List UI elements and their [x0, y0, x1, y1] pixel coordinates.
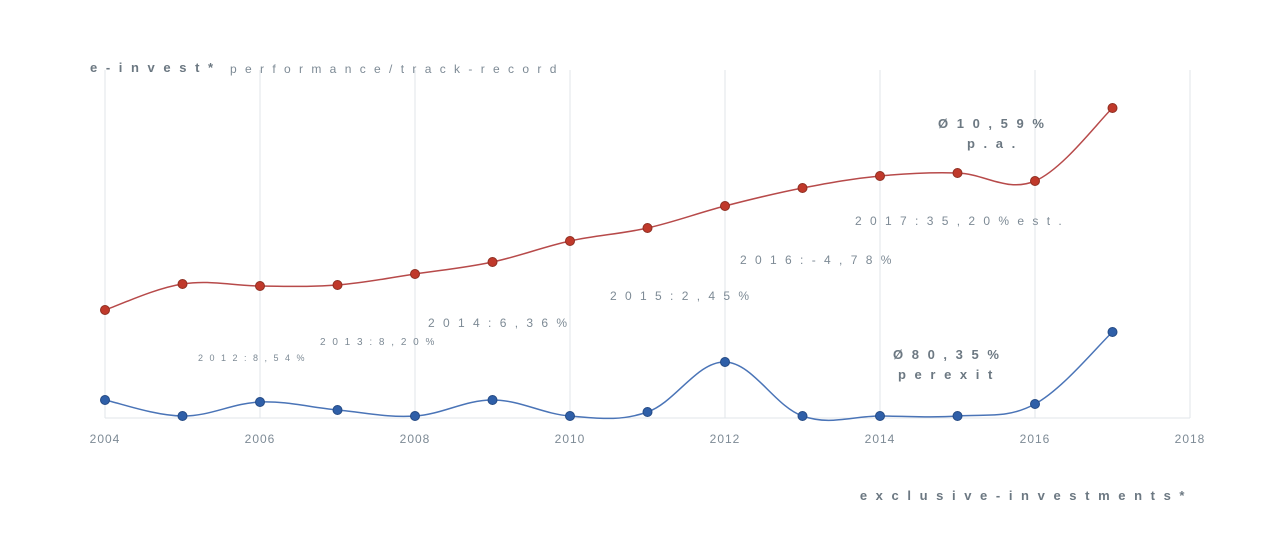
avg-exit-line2: p e r e x i t — [898, 367, 995, 382]
footer-title: e x c l u s i v e - i n v e s t m e n t … — [860, 488, 1187, 503]
series-point — [566, 412, 575, 421]
series-point — [721, 202, 730, 211]
series-point — [411, 412, 420, 421]
series-point — [488, 258, 497, 267]
series-point — [798, 184, 807, 193]
series-point — [333, 406, 342, 415]
series-point — [256, 282, 265, 291]
series-point — [333, 281, 342, 290]
series-point — [643, 224, 652, 233]
series-point — [1108, 104, 1117, 113]
series-point — [953, 169, 962, 178]
series-point — [1031, 177, 1040, 186]
series-point — [256, 398, 265, 407]
annot-2013: 2 0 1 3 : 8 , 2 0 % — [320, 337, 436, 348]
series-point — [721, 358, 730, 367]
annot-2016: 2 0 1 6 : - 4 , 7 8 % — [740, 253, 894, 267]
series-point — [876, 412, 885, 421]
avg-pa-line2: p . a . — [967, 136, 1018, 151]
series-point — [178, 280, 187, 289]
series-point — [411, 270, 420, 279]
series-point — [1031, 400, 1040, 409]
series-point — [1108, 328, 1117, 337]
series-point — [178, 412, 187, 421]
series-point — [566, 237, 575, 246]
series-point — [953, 412, 962, 421]
annot-2012: 2 0 1 2 : 8 , 5 4 % — [198, 353, 307, 363]
chart-subtitle: p e r f o r m a n c e / t r a c k - r e … — [230, 62, 559, 76]
x-tick-label: 2014 — [865, 432, 896, 446]
avg-exit-line1: Ø 8 0 , 3 5 % — [893, 347, 1001, 362]
annot-2017: 2 0 1 7 : 3 5 , 2 0 % e s t . — [855, 214, 1064, 228]
x-tick-label: 2004 — [90, 432, 121, 446]
x-tick-label: 2012 — [710, 432, 741, 446]
series-point — [101, 306, 110, 315]
series-point — [643, 408, 652, 417]
chart-svg — [0, 0, 1267, 537]
x-tick-label: 2018 — [1175, 432, 1206, 446]
x-tick-label: 2008 — [400, 432, 431, 446]
annot-2015: 2 0 1 5 : 2 , 4 5 % — [610, 289, 752, 303]
series-point — [798, 412, 807, 421]
brand-title: e - i n v e s t * — [90, 60, 216, 75]
annot-2014: 2 0 1 4 : 6 , 3 6 % — [428, 316, 570, 330]
x-tick-label: 2016 — [1020, 432, 1051, 446]
x-tick-label: 2006 — [245, 432, 276, 446]
avg-pa-line1: Ø 1 0 , 5 9 % — [938, 116, 1046, 131]
series-line-performance-cumulative — [105, 108, 1113, 310]
x-tick-label: 2010 — [555, 432, 586, 446]
performance-chart: e - i n v e s t * p e r f o r m a n c e … — [0, 0, 1267, 537]
series-point — [101, 396, 110, 405]
series-point — [488, 396, 497, 405]
series-point — [876, 172, 885, 181]
